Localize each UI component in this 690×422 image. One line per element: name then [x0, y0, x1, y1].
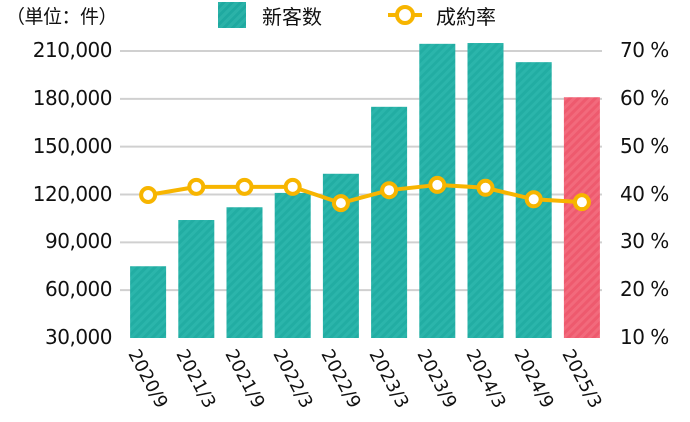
legend-label-conversion-rate: 成約率 — [436, 4, 496, 29]
bar — [563, 97, 600, 338]
line-series — [139, 175, 591, 213]
right-axis-tick: 20 % — [620, 277, 669, 302]
bar — [178, 220, 215, 338]
right-axis-tick: 50 % — [620, 133, 669, 158]
left-axis-tick: 120,000 — [32, 181, 113, 206]
line-point-marker — [139, 185, 158, 204]
line-point-marker — [476, 178, 495, 197]
bar — [130, 266, 167, 338]
legend-item-conversion-rate: 成約率 — [388, 0, 496, 30]
line-point-marker — [283, 177, 302, 196]
right-axis-tick: 70 % — [620, 38, 669, 62]
bar — [274, 192, 311, 338]
line-marker-icon — [388, 5, 422, 25]
bar — [226, 207, 263, 338]
unit-label: （単位：件） — [6, 6, 118, 28]
left-axis-tick: 60,000 — [45, 277, 112, 302]
legend-label-new-customers: 新客数 — [262, 4, 322, 29]
left-axis-tick: 150,000 — [32, 133, 113, 158]
right-axis-tick: 10 % — [620, 325, 669, 349]
line-point-marker — [428, 175, 447, 194]
left-axis-tick: 180,000 — [32, 85, 113, 110]
line-point-marker — [572, 193, 591, 212]
left-axis-tick: 90,000 — [45, 229, 112, 254]
right-axis-tick: 60 % — [620, 85, 669, 110]
line-point-marker — [524, 190, 543, 209]
right-axis-tick: 30 % — [620, 229, 669, 254]
left-axis-tick: 30,000 — [45, 325, 112, 349]
line-point-marker — [331, 194, 350, 213]
bar-swatch-icon — [218, 2, 246, 28]
line-point-marker — [380, 181, 399, 200]
line-point-marker — [235, 177, 254, 196]
left-axis-tick: 210,000 — [32, 38, 113, 62]
right-axis-tick: 40 % — [620, 181, 669, 206]
line-point-marker — [187, 177, 206, 196]
legend-item-new-customers: 新客数 — [218, 0, 322, 30]
bar — [371, 106, 408, 338]
